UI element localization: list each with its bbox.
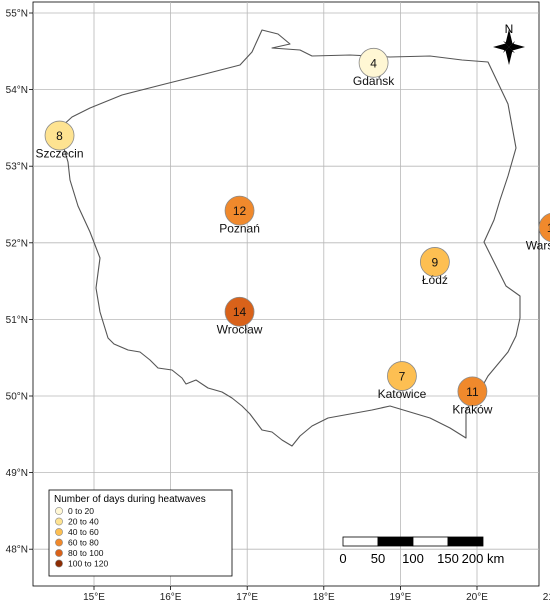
scale-label: 100 [402,551,424,566]
city-gdańsk: 4 Gdańsk [353,47,395,88]
y-tick-label: 55°N [6,9,28,20]
legend-swatch [55,559,63,568]
x-tick-label: 16°E [160,592,182,603]
y-tick-label: 50°N [6,392,28,403]
x-tick-label: 20°E [466,592,488,603]
x-tick-label: 19°E [390,592,412,603]
x-tick-label: 17°E [236,592,258,603]
legend-swatch [55,507,63,515]
city-name: Warszawa [526,238,550,252]
city-marker [224,296,255,327]
city-value: 4 [370,56,377,70]
city-value: 11 [466,385,479,399]
city-value: 12 [233,204,247,218]
west-arrow-icon [493,43,509,51]
north-arrow: N [493,22,525,65]
city-name: Wrocław [217,323,263,337]
x-tick-label: 15°E [83,592,105,603]
city-value: 9 [432,255,439,269]
city-name: Szczecin [36,147,84,161]
city-szczecin: 8 Szczecin [36,120,84,161]
city-warszawa: 12 Warszawa [526,213,550,252]
axis-ticks: 15°E16°E17°E18°E19°E20°E21°E22°E23°E24°E… [6,9,550,604]
scale-label: 0 [339,551,346,566]
legend-swatch [55,538,63,547]
city-marker [358,47,389,78]
city-name: Gdańsk [353,74,395,88]
legend-label: 0 to 20 [68,506,94,516]
legend-box [48,489,233,577]
city-łódź: 9 Łódź [419,247,450,287]
city-poznań: 12 Poznań [219,195,260,236]
scale-bar: 0 50 100 150 200 km [339,536,505,566]
y-tick-label: 49°N [6,468,28,479]
city-value: 14 [233,305,247,319]
city-value: 12 [547,221,550,235]
y-tick-label: 51°N [6,315,28,326]
plot-frame [32,1,540,587]
city-wrocław: 14 Wrocław [217,296,263,337]
city-name: Katowice [378,387,427,401]
scale-segment [412,536,449,547]
x-tick-label: 18°E [313,592,335,603]
city-katowice: 7 Katowice [378,361,427,401]
city-marker [457,376,488,407]
city-marker [224,195,255,226]
scale-label: 50 [371,551,385,566]
city-value: 8 [56,129,63,143]
city-marker [387,361,417,391]
legend-label: 20 to 40 [68,517,99,527]
city-marker [419,247,450,277]
city-value: 7 [399,370,406,384]
legend-swatch [55,549,63,557]
scale-segment [342,536,379,547]
south-arrow-icon [505,47,513,65]
scale-segment [447,536,484,547]
city-marker [44,120,75,151]
city-markers: 4Gdańsk8Szczecin8Białystok12Poznań12Wars… [36,47,550,416]
scale-segment [377,536,414,547]
legend-swatch [55,528,63,536]
legend-label: 100 to 120 [68,559,108,569]
north-arrow-icon [505,29,513,47]
y-tick-label: 53°N [6,162,28,173]
scale-label: 200 km [462,551,505,566]
y-tick-label: 48°N [6,545,28,556]
legend-label: 80 to 100 [68,548,104,558]
city-name: Poznań [219,222,260,236]
east-arrow-icon [509,43,525,51]
legend-label: 60 to 80 [68,538,99,548]
city-kraków: 11 Kraków [452,376,493,416]
legend-label: 40 to 60 [68,527,99,537]
legend-title: Number of days during heatwaves [54,494,206,505]
poland-border [59,29,521,447]
legend: Number of days during heatwaves 0 to 202… [48,489,233,577]
y-tick-label: 52°N [6,238,28,249]
city-marker [538,213,550,242]
x-tick-label: 21°E [543,592,550,603]
y-tick-label: 54°N [6,85,28,96]
city-name: Łódź [422,273,448,287]
city-name: Kraków [452,402,492,416]
scale-label: 150 [437,551,459,566]
legend-swatch [55,517,63,526]
